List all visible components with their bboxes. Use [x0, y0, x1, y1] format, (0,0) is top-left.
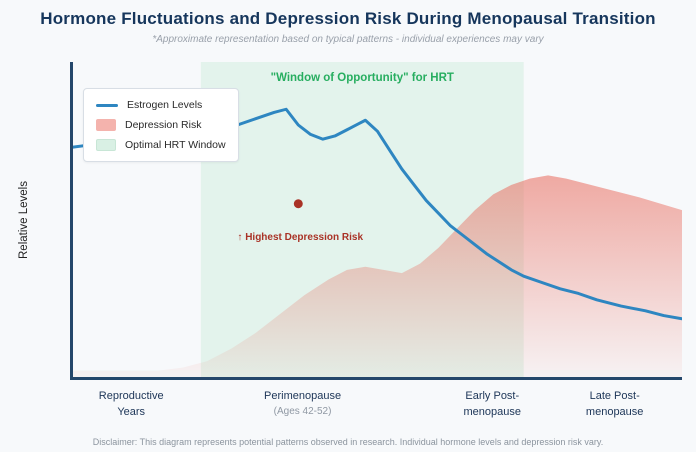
hrt-window-label: "Window of Opportunity" for HRT [270, 72, 454, 84]
hrt-window-swatch [96, 139, 116, 151]
legend-item-depression: Depression Risk [96, 119, 226, 131]
x-tick-label: Late Post-menopause [585, 390, 644, 418]
plot-area: "Window of Opportunity" for HRT ↑ Highes… [70, 62, 682, 380]
chart-subtitle: *Approximate representation based on typ… [152, 34, 544, 45]
x-axis-ticks: Reproductive Years Perimenopause (Ages 42-5… [70, 389, 682, 425]
legend: Estrogen Levels Depression Risk Optimal … [83, 88, 239, 162]
disclaimer-text: Disclaimer: This diagram represents pote… [92, 437, 604, 447]
legend-label-estrogen: Estrogen Levels [127, 99, 203, 111]
legend-label-depression: Depression Risk [125, 119, 202, 131]
legend-item-hrt-window: Optimal HRT Window [96, 139, 226, 151]
x-tick-label: Early Post-menopause [463, 390, 522, 418]
chart-title: Hormone Fluctuations and Depression Risk… [40, 9, 656, 28]
y-axis-label: Relative Levels [18, 181, 30, 259]
chart-canvas [73, 62, 682, 377]
depression-risk-swatch [96, 119, 116, 131]
highest-depression-risk-annotation: ↑ Highest Depression Risk [237, 232, 364, 244]
x-tick-label: Reproductive Years [98, 390, 164, 418]
legend-item-estrogen: Estrogen Levels [96, 99, 226, 111]
estrogen-line-swatch [96, 103, 118, 107]
x-tick-label: Perimenopause (Ages 42-52) [264, 390, 342, 417]
legend-label-hrt-window: Optimal HRT Window [125, 139, 226, 151]
